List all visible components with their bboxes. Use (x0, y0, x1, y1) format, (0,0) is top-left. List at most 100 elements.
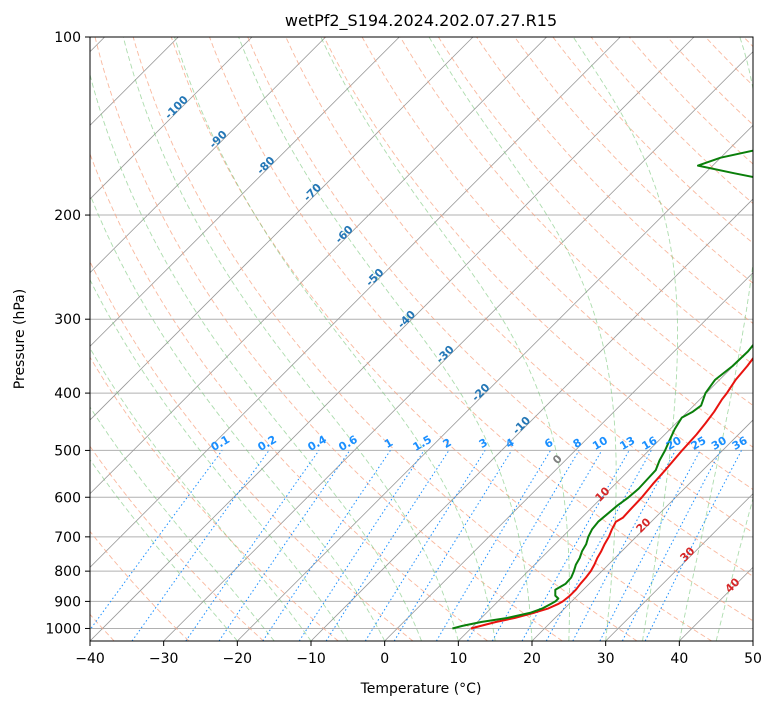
isotherm-line (90, 37, 547, 495)
dry-adiabat-line (247, 37, 753, 577)
moist-adiabat-line (572, 37, 678, 641)
temperature-line (470, 356, 753, 630)
dry-adiabat-line (399, 37, 753, 406)
moist-adiabat-line (715, 496, 753, 641)
mixing-ratio-label: 1 (382, 436, 395, 451)
x-tick-label: 50 (744, 651, 762, 667)
background-lines (90, 37, 753, 641)
dry-adiabat-line (552, 37, 753, 244)
isotherm-line (531, 419, 753, 641)
mixing-ratio-line (393, 450, 513, 641)
x-tick-label: −20 (223, 651, 253, 667)
mixing-ratio-line (644, 450, 742, 641)
isotherm-line (752, 640, 753, 641)
x-tick-label: 30 (597, 651, 615, 667)
isotherm-label: -100 (162, 93, 191, 122)
plot-frame (89, 36, 754, 642)
x-tick-label: 0 (380, 651, 389, 667)
moist-adiabat-line (90, 73, 422, 641)
moist-adiabat-line (90, 347, 312, 641)
dry-adiabat-line (438, 37, 753, 365)
y-tick-label: 700 (54, 530, 81, 546)
mixing-ratio-line (572, 450, 676, 641)
wet-bulb-label: 20 (634, 515, 654, 535)
mixing-ratio-line (621, 450, 722, 641)
moist-adiabat-line (90, 406, 275, 641)
mixing-ratio-line (298, 450, 425, 641)
isotherm-label: -10 (510, 414, 533, 437)
moist-adiabat-line (174, 37, 496, 641)
x-tick-label: −10 (296, 651, 326, 667)
dry-adiabat-line (705, 37, 753, 87)
y-axis: 100 200 300 400 500 600 700 800 900 1000 (45, 30, 90, 637)
isotherm-line (90, 37, 695, 641)
mixing-ratio-line (90, 450, 223, 631)
mixing-ratio-line (599, 450, 701, 641)
x-tick-label: −30 (149, 651, 179, 667)
isotherm-line (90, 37, 474, 421)
wet-bulb-label: 40 (723, 575, 743, 595)
dry-adiabat-line (476, 37, 753, 325)
wet-bulb-label: 30 (678, 544, 698, 564)
dry-adiabat-line (90, 152, 488, 641)
isotherm-line (163, 51, 753, 641)
moist-adiabat-line (678, 37, 753, 641)
wet-bulb-label: 0 (550, 452, 565, 467)
isotherm-line (90, 37, 326, 274)
mixing-ratio-line (131, 450, 270, 641)
y-tick-label: 600 (54, 490, 81, 506)
y-tick-label: 1000 (45, 621, 81, 637)
mixing-ratio-label: 6 (542, 436, 555, 451)
moist-adiabat-line (320, 37, 570, 641)
isotherm-label: -70 (301, 181, 324, 204)
mixing-ratio-line (467, 450, 580, 641)
isotherm-label: -80 (254, 154, 277, 177)
isotherm-label: -30 (434, 343, 457, 366)
dry-adiabat-line (285, 37, 753, 534)
dry-adiabat-line (132, 37, 638, 641)
y-tick-label: 400 (54, 386, 81, 402)
dry-adiabat-line (170, 37, 712, 641)
isotherm-line (384, 272, 753, 641)
sounding-series (452, 149, 753, 630)
x-tick-label: 20 (523, 651, 541, 667)
dry-adiabat-line (90, 260, 414, 641)
dry-adiabat-line (590, 37, 753, 205)
mixing-ratio-label: 4 (503, 436, 516, 451)
dry-adiabat-line (323, 37, 753, 491)
dry-adiabat-line (361, 37, 753, 448)
x-tick-label: 40 (670, 651, 688, 667)
chart-title: wetPf2_S194.2024.202.07.27.R15 (285, 11, 557, 31)
x-tick-label: 10 (449, 651, 467, 667)
moist-adiabat-line (238, 37, 533, 641)
mixing-ratio-line (521, 450, 630, 641)
dry-adiabat-line (94, 37, 563, 641)
x-tick-label: −40 (75, 651, 105, 667)
isotherm-line (90, 37, 400, 347)
dewpoint-line (452, 149, 753, 630)
x-axis: −40 −30 −20 −10 0 10 20 30 40 50 (75, 641, 762, 667)
y-tick-label: 300 (54, 312, 81, 328)
mixing-ratio-line (218, 450, 351, 641)
dry-adiabat-line (90, 445, 264, 641)
isotherm-line (237, 124, 753, 641)
y-tick-label: 800 (54, 564, 81, 580)
isotherm-line (458, 345, 753, 641)
y-tick-label: 900 (54, 594, 81, 610)
y-tick-label: 100 (54, 30, 81, 46)
isotherm-label: -20 (469, 381, 492, 404)
dry-adiabat-line (90, 356, 339, 641)
wet-bulb-label: 10 (593, 484, 613, 504)
isotherm-label: -60 (333, 223, 356, 246)
isotherm-line (310, 198, 753, 641)
y-tick-label: 200 (54, 208, 81, 224)
moist-adiabat-line (90, 278, 349, 641)
y-axis-title: Pressure (hPa) (12, 289, 28, 389)
moist-adiabat-line (122, 37, 459, 641)
mixing-ratio-line (185, 450, 320, 641)
isotherm-line (605, 493, 753, 641)
y-tick-label: 500 (54, 443, 81, 459)
isotherm-line (90, 37, 253, 200)
mixing-ratio-label: 2 (441, 436, 454, 451)
